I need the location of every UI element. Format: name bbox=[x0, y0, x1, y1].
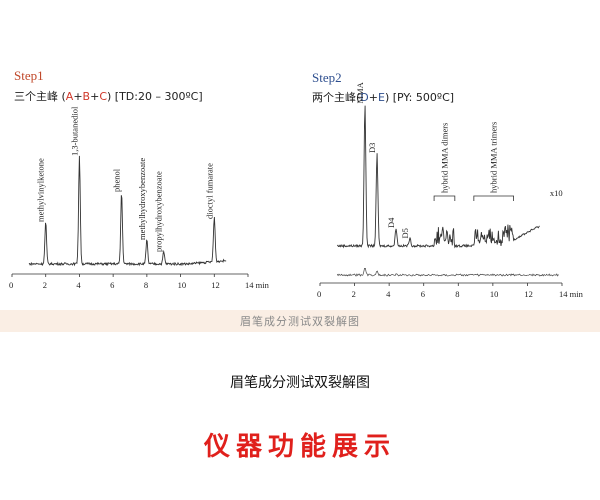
x-tick-label: 2 bbox=[352, 289, 356, 299]
banner-text: 眉笔成分测试双裂解图 bbox=[240, 315, 360, 328]
peak-label: D5 bbox=[400, 228, 410, 238]
x-tick-label: 4 bbox=[76, 280, 81, 290]
peak-label: phenol bbox=[112, 168, 122, 192]
step1-trace bbox=[28, 155, 227, 267]
step1-panel: Step1 三个主峰 (A+B+C) [TD:20 – 300ºC] 0 2 4 6 8… bbox=[9, 68, 270, 290]
x-tick-label: 2 bbox=[43, 280, 47, 290]
x-tick-label: 14 min bbox=[559, 289, 584, 299]
step2-title: Step2 bbox=[312, 70, 342, 85]
x-tick-label: 6 bbox=[421, 289, 425, 299]
x-tick-label: 12 bbox=[211, 280, 220, 290]
peak-label: D3 bbox=[367, 143, 377, 153]
step2-subtitle: 两个主峰(D+E) [PY: 500ºC] bbox=[312, 91, 454, 104]
peak-label: dioctyl fumarate bbox=[204, 163, 214, 219]
x-tick-label: 4 bbox=[386, 289, 391, 299]
x-tick-label: 14 min bbox=[245, 280, 270, 290]
figure-banner: 眉笔成分测试双裂解图 bbox=[0, 310, 600, 332]
peak-label: D4 bbox=[386, 217, 396, 228]
x-tick-label: 10 bbox=[490, 289, 499, 299]
group-bracket bbox=[473, 195, 514, 201]
step2-panel: Step2 两个主峰(D+E) [PY: 500ºC] 0 2 4 6 8 10 12 14 … bbox=[312, 70, 584, 299]
step1-x-ticks: 0 2 4 6 8 10 12 14 min bbox=[9, 274, 270, 290]
step1-subtitle-suffix: ) [TD:20 – 300ºC] bbox=[107, 90, 203, 103]
peak-label: propylhydroxybenzoate bbox=[154, 171, 164, 252]
step1-subtitle: 三个主峰 (A+B+C) [TD:20 – 300ºC] bbox=[14, 90, 203, 103]
x-tick-label: 10 bbox=[178, 280, 187, 290]
step2-peak-labels: MMA D3 D4 D5 bbox=[355, 81, 410, 238]
peak-label: methylvinylketone bbox=[36, 158, 46, 222]
step2-component-e: E bbox=[378, 91, 385, 104]
peak-label: 1,3-butanediol bbox=[69, 106, 79, 156]
step1-subtitle-prefix: 三个主峰 ( bbox=[14, 90, 66, 103]
step2-x10-label: x10 bbox=[550, 188, 563, 198]
group-label: hybrid MMA dimers bbox=[439, 123, 449, 193]
x-tick-label: 8 bbox=[144, 280, 148, 290]
step1-peak-labels: methylvinylketone 1,3-butanediol phenol met… bbox=[36, 106, 215, 252]
step1-title: Step1 bbox=[14, 68, 44, 83]
x-tick-label: 12 bbox=[524, 289, 533, 299]
step2-group-brackets: hybrid MMA dimers hybrid MMA trimers bbox=[433, 122, 514, 201]
group-bracket bbox=[433, 195, 456, 201]
x-tick-label: 0 bbox=[317, 289, 321, 299]
x-tick-label: 8 bbox=[455, 289, 459, 299]
step1-component-b: B bbox=[83, 90, 91, 103]
figure-caption: 眉笔成分测试双裂解图 bbox=[230, 375, 370, 391]
peak-label: MMA bbox=[355, 81, 365, 103]
step1-component-c: C bbox=[99, 90, 107, 103]
step2-trace-x10 bbox=[336, 268, 559, 277]
section-headline: 仪器功能展示 bbox=[203, 432, 396, 462]
group-label: hybrid MMA trimers bbox=[489, 122, 499, 193]
step2-component-d: D bbox=[360, 91, 368, 104]
step1-component-a: A bbox=[66, 90, 74, 103]
step2-subtitle-suffix: ) [PY: 500ºC] bbox=[385, 91, 454, 104]
step2-x-ticks: 0 2 4 6 8 10 12 14 min bbox=[317, 283, 584, 299]
x-tick-label: 6 bbox=[110, 280, 114, 290]
chromatogram-figure: Step1 三个主峰 (A+B+C) [TD:20 – 300ºC] 0 2 4 6 8… bbox=[9, 68, 584, 299]
x-tick-label: 0 bbox=[9, 280, 13, 290]
step2-trace bbox=[336, 105, 540, 249]
peak-label: methylhydroxybenzoate bbox=[137, 158, 147, 240]
step2-subtitle-prefix: 两个主峰( bbox=[312, 91, 360, 104]
